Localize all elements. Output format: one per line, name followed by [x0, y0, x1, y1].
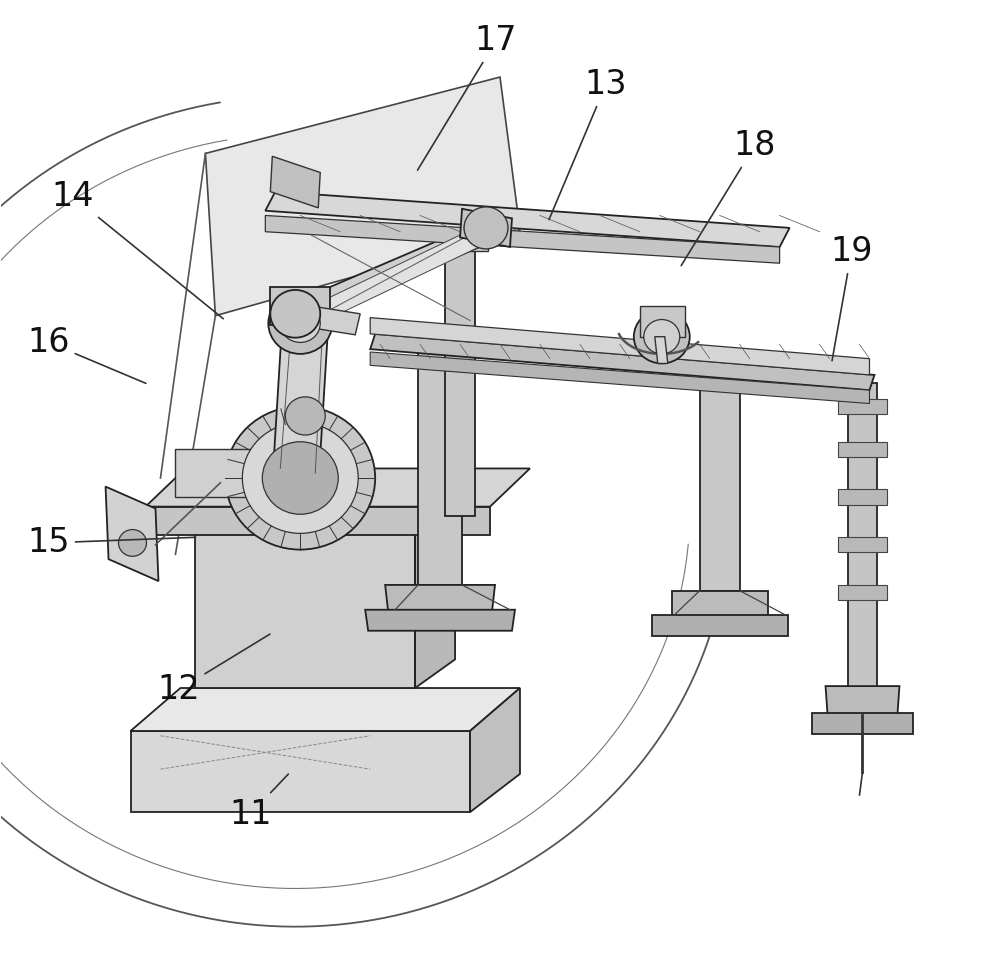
Polygon shape: [195, 488, 455, 521]
Polygon shape: [270, 287, 330, 325]
Polygon shape: [672, 591, 768, 617]
Circle shape: [270, 290, 320, 337]
Polygon shape: [415, 488, 455, 688]
Text: 19: 19: [830, 235, 873, 360]
Polygon shape: [370, 317, 869, 375]
Polygon shape: [640, 306, 685, 337]
Polygon shape: [205, 77, 520, 315]
Polygon shape: [470, 688, 520, 812]
Polygon shape: [812, 713, 913, 734]
Circle shape: [242, 423, 358, 533]
Circle shape: [119, 530, 146, 556]
Polygon shape: [838, 537, 887, 553]
Polygon shape: [131, 688, 520, 731]
Polygon shape: [385, 585, 495, 612]
Polygon shape: [265, 191, 790, 247]
Polygon shape: [270, 156, 320, 207]
Polygon shape: [838, 442, 887, 457]
Polygon shape: [655, 337, 668, 363]
Polygon shape: [195, 521, 415, 688]
Circle shape: [464, 206, 508, 249]
Text: 14: 14: [51, 180, 223, 318]
Polygon shape: [432, 234, 488, 250]
Text: 11: 11: [229, 774, 288, 831]
Polygon shape: [700, 378, 740, 591]
Circle shape: [225, 406, 375, 550]
Polygon shape: [848, 382, 877, 688]
Polygon shape: [826, 686, 899, 715]
Polygon shape: [295, 304, 360, 335]
Polygon shape: [145, 468, 530, 507]
Polygon shape: [652, 615, 788, 636]
Polygon shape: [295, 228, 485, 330]
Polygon shape: [131, 731, 470, 812]
Polygon shape: [265, 215, 780, 263]
Polygon shape: [838, 585, 887, 600]
Text: 18: 18: [681, 129, 776, 266]
Text: 15: 15: [27, 527, 196, 559]
Circle shape: [268, 293, 332, 354]
Polygon shape: [838, 489, 887, 505]
Polygon shape: [838, 399, 887, 414]
Text: 16: 16: [27, 326, 146, 383]
Polygon shape: [175, 449, 265, 497]
Text: 17: 17: [418, 24, 517, 170]
Polygon shape: [418, 349, 462, 585]
Polygon shape: [145, 507, 490, 535]
Circle shape: [262, 442, 338, 514]
Circle shape: [285, 397, 325, 435]
Circle shape: [634, 310, 690, 363]
Polygon shape: [370, 334, 874, 390]
Polygon shape: [106, 487, 158, 581]
Circle shape: [280, 304, 320, 342]
Polygon shape: [272, 320, 328, 488]
Text: 13: 13: [549, 68, 627, 220]
Polygon shape: [445, 249, 475, 516]
Polygon shape: [365, 610, 515, 631]
Circle shape: [644, 319, 680, 354]
Polygon shape: [370, 352, 869, 403]
Polygon shape: [285, 218, 502, 325]
Polygon shape: [460, 208, 512, 247]
Text: 12: 12: [157, 634, 270, 706]
